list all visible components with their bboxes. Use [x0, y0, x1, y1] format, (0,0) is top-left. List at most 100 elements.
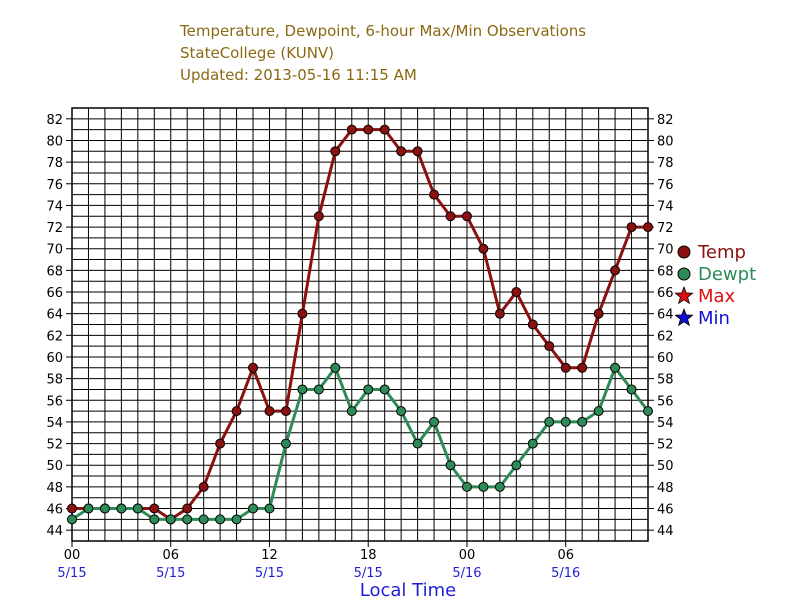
- y-tick-label-right: 48: [657, 481, 674, 496]
- dewpt-point: [215, 514, 226, 525]
- legend-min-star-icon: [674, 307, 694, 327]
- y-tick-label-left: 46: [46, 503, 63, 518]
- dewpt-point: [132, 503, 143, 514]
- dewpt-point: [626, 384, 637, 395]
- chart-title: Temperature, Dewpoint, 6-hour Max/Min Ob…: [179, 22, 586, 40]
- dewpt-point: [231, 514, 242, 525]
- legend-dewpt-label: Dewpt: [698, 264, 756, 285]
- dewpt-point: [379, 384, 390, 395]
- x-axis-label: Local Time: [360, 580, 456, 601]
- dewpt-point: [280, 438, 291, 449]
- temp-point: [544, 341, 555, 352]
- y-tick-label-left: 68: [46, 264, 63, 279]
- y-tick-label-right: 46: [657, 503, 674, 518]
- temp-point: [215, 438, 226, 449]
- x-tick-date-label: 5/15: [156, 566, 185, 581]
- temp-point: [560, 362, 571, 373]
- temp-point: [396, 146, 407, 157]
- x-axis: 00 5/15 06 5/15 12 5/15 18 5/15 00 5/16 06 5/16: [57, 541, 580, 581]
- y-tick-label-left: 82: [46, 113, 63, 128]
- dewpt-point: [494, 481, 505, 492]
- x-tick-date-label: 5/16: [452, 566, 481, 581]
- y-tick-label-right: 68: [657, 264, 674, 279]
- temp-point: [412, 146, 423, 157]
- legend-max-star-icon: [674, 285, 694, 305]
- x-tick-time-label: 12: [261, 548, 278, 563]
- x-tick-date-label: 5/15: [57, 566, 86, 581]
- dewpt-point: [445, 460, 456, 471]
- temp-point: [313, 211, 324, 222]
- y-tick-label-right: 54: [657, 416, 674, 431]
- x-tick-time-label: 00: [459, 548, 476, 563]
- dewpt-point: [511, 460, 522, 471]
- temp-point: [379, 124, 390, 135]
- y-tick-label-right: 70: [657, 243, 674, 258]
- y-tick-label-left: 66: [46, 286, 63, 301]
- dewpt-point: [330, 362, 341, 373]
- chart-subtitle-station: StateCollege (KUNV): [180, 44, 334, 62]
- legend-max-label: Max: [698, 286, 736, 307]
- y-tick-label-right: 76: [657, 178, 674, 193]
- x-tick-date-label: 5/16: [551, 566, 580, 581]
- x-tick-time-label: 18: [360, 548, 377, 563]
- temp-point: [280, 406, 291, 417]
- dewpt-point: [643, 406, 653, 417]
- dewpt-point: [264, 503, 275, 514]
- y-tick-label-left: 52: [46, 438, 63, 453]
- y-tick-label-right: 80: [657, 134, 674, 149]
- temp-point: [248, 362, 259, 373]
- y-tick-label-right: 78: [657, 156, 674, 171]
- temp-point: [478, 243, 489, 254]
- y-tick-label-right: 74: [657, 199, 674, 214]
- legend-temp-label: Temp: [697, 242, 746, 263]
- chart-subtitle-updated: Updated: 2013-05-16 11:15 AM: [180, 66, 417, 84]
- legend-min-label: Min: [698, 308, 730, 329]
- y-tick-label-left: 48: [46, 481, 63, 496]
- y-tick-label-right: 64: [657, 308, 674, 323]
- y-tick-label-right: 66: [657, 286, 674, 301]
- dewpt-point: [116, 503, 127, 514]
- y-tick-label-left: 70: [46, 243, 63, 258]
- temp-point: [626, 222, 637, 233]
- temp-point: [494, 308, 505, 319]
- plot-grid: [71, 107, 649, 542]
- y-tick-label-left: 80: [46, 134, 63, 149]
- legend-temp-marker: [677, 245, 691, 259]
- y-tick-label-right: 62: [657, 329, 674, 344]
- y-tick-label-right: 60: [657, 351, 674, 366]
- y-tick-label-left: 60: [46, 351, 63, 366]
- temp-point: [461, 211, 472, 222]
- temp-point: [593, 308, 604, 319]
- temp-point: [363, 124, 374, 135]
- dewpt-point: [182, 514, 193, 525]
- chart-titles: Temperature, Dewpoint, 6-hour Max/Min Ob…: [179, 22, 586, 84]
- temp-point: [264, 406, 275, 417]
- y-tick-label-left: 78: [46, 156, 63, 171]
- y-tick-label-right: 58: [657, 373, 674, 388]
- dewpt-point: [165, 514, 176, 525]
- temp-point: [643, 222, 653, 233]
- x-tick-time-label: 06: [162, 548, 179, 563]
- y-tick-label-left: 72: [46, 221, 63, 236]
- dewpt-point: [313, 384, 324, 395]
- y-tick-label-right: 82: [657, 113, 674, 128]
- y-axis-left: 44 46 48 50 52 54 56 58 60 62 64 66 68 70 72 74 76 78 80 82: [46, 113, 72, 539]
- temp-point: [330, 146, 341, 157]
- y-tick-label-right: 56: [657, 394, 674, 409]
- temp-point: [182, 503, 193, 514]
- temp-point: [445, 211, 456, 222]
- y-tick-label-left: 54: [46, 416, 63, 431]
- y-tick-label-right: 44: [657, 524, 674, 539]
- x-tick-date-label: 5/15: [255, 566, 284, 581]
- dewpt-point: [610, 362, 621, 373]
- dewpt-point: [478, 481, 489, 492]
- x-tick-time-label: 00: [64, 548, 81, 563]
- series-layer: [67, 124, 653, 525]
- y-tick-label-right: 72: [657, 221, 674, 236]
- temp-point: [297, 308, 308, 319]
- temp-point: [610, 265, 621, 276]
- y-tick-label-right: 50: [657, 459, 674, 474]
- dewpt-point: [83, 503, 94, 514]
- y-tick-label-right: 52: [657, 438, 674, 453]
- temp-point: [511, 287, 522, 298]
